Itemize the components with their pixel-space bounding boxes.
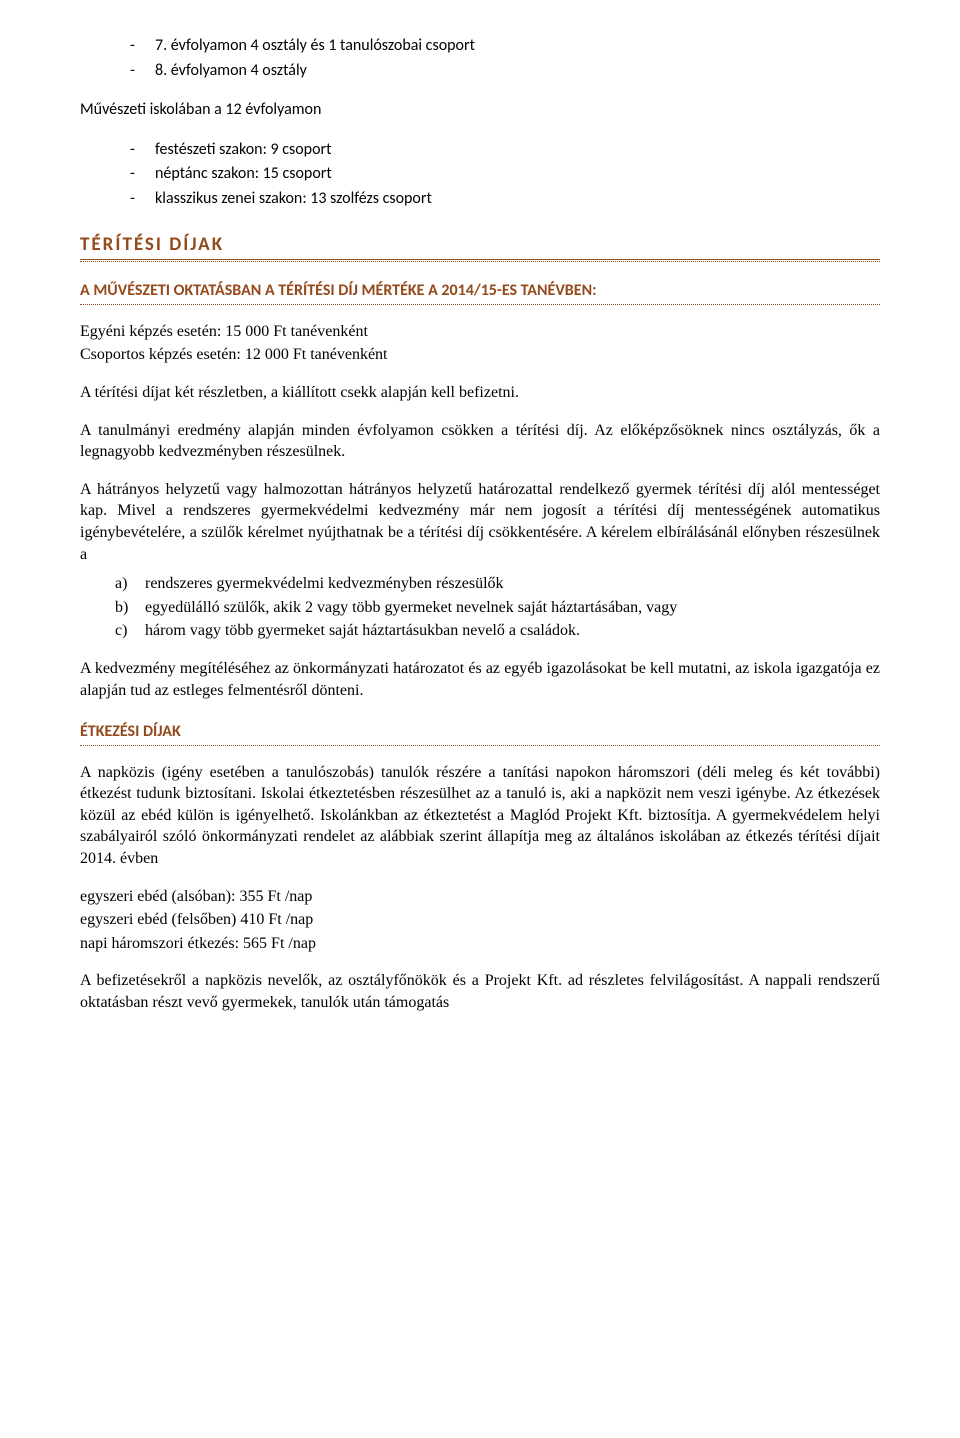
letter-marker: b) <box>115 597 128 619</box>
fee-lines: Egyéni képzés esetén: 15 000 Ft tanévenk… <box>80 321 880 366</box>
letter-text: három vagy több gyermeket saját háztartá… <box>145 622 580 639</box>
heading-fees: TÉRÍTÉSI DÍJAK <box>80 232 880 261</box>
price-line: egyszeri ebéd (alsóban): 355 Ft /nap <box>80 886 880 908</box>
arts-bullets: festészeti szakon: 9 csoport néptánc sza… <box>80 139 880 210</box>
arts-intro: Művészeti iskolában a 12 évfolyamon <box>80 99 880 121</box>
paragraph: A tanulmányi eredmény alapján minden évf… <box>80 420 880 463</box>
bullet-item: festészeti szakon: 9 csoport <box>130 139 880 161</box>
paragraph: A kedvezmény megítéléséhez az önkormányz… <box>80 658 880 701</box>
letter-item: c) három vagy több gyermeket saját háztar… <box>115 620 880 642</box>
letter-text: rendszeres gyermekvédelmi kedvezményben … <box>145 575 504 592</box>
paragraph: A térítési díjat két részletben, a kiáll… <box>80 382 880 404</box>
bullet-item: 8. évfolyamon 4 osztály <box>130 60 880 82</box>
price-line: napi háromszori étkezés: 565 Ft /nap <box>80 933 880 955</box>
paragraph: A hátrányos helyzetű vagy halmozottan há… <box>80 479 880 565</box>
letter-text: egyedülálló szülők, akik 2 vagy több gye… <box>145 599 677 616</box>
top-bullets: 7. évfolyamon 4 osztály és 1 tanulószoba… <box>80 35 880 81</box>
letter-item: b) egyedülálló szülők, akik 2 vagy több g… <box>115 597 880 619</box>
bullet-item: néptánc szakon: 15 csoport <box>130 163 880 185</box>
bullet-item: klasszikus zenei szakon: 13 szolfézs cso… <box>130 188 880 210</box>
letter-list: a) rendszeres gyermekvédelmi kedvezménybe… <box>80 573 880 642</box>
paragraph: A befizetésekről a napközis nevelők, az … <box>80 970 880 1013</box>
letter-marker: a) <box>115 573 127 595</box>
paragraph: A napközis (igény esetében a tanulószobá… <box>80 762 880 870</box>
letter-item: a) rendszeres gyermekvédelmi kedvezménybe… <box>115 573 880 595</box>
letter-marker: c) <box>115 620 127 642</box>
price-lines: egyszeri ebéd (alsóban): 355 Ft /nap egy… <box>80 886 880 955</box>
fee-line: Csoportos képzés esetén: 12 000 Ft tanév… <box>80 344 880 366</box>
fee-line: Egyéni képzés esetén: 15 000 Ft tanévenk… <box>80 321 880 343</box>
heading-arts-fee: A MŰVÉSZETI OKTATÁSBAN A TÉRÍTÉSI DÍJ MÉ… <box>80 280 880 305</box>
price-line: egyszeri ebéd (felsőben) 410 Ft /nap <box>80 909 880 931</box>
bullet-item: 7. évfolyamon 4 osztály és 1 tanulószoba… <box>130 35 880 57</box>
heading-meal-fees: ÉTKEZÉSI DÍJAK <box>80 721 880 746</box>
